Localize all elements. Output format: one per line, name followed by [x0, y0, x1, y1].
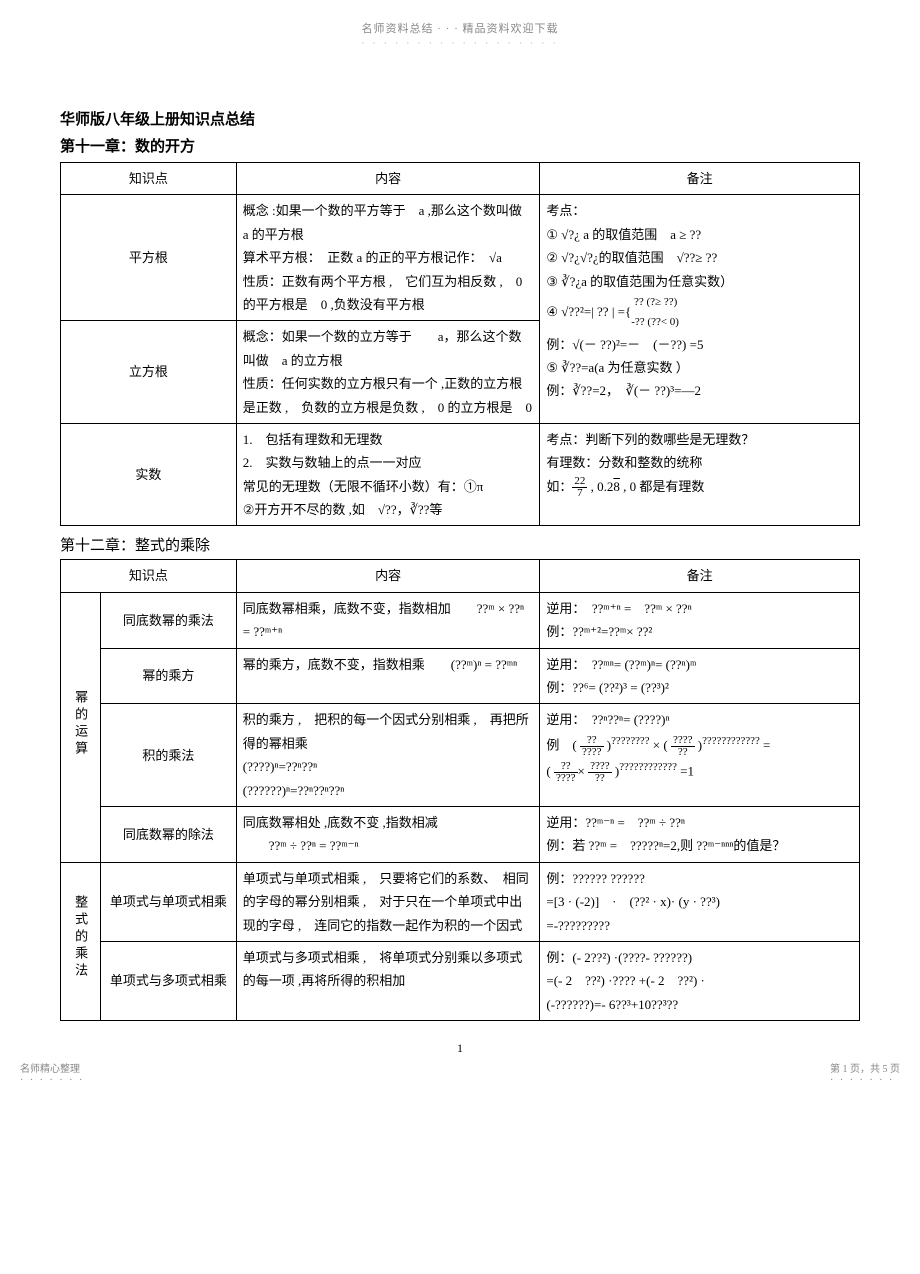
notes-cell: 逆用： ??ᵐ⁺ⁿ = ??ᵐ × ??ⁿ例：??ᵐ⁺²=??ᵐ× ??² [540, 592, 860, 648]
kp-samebase-mul: 同底数幂的乘法 [100, 592, 236, 648]
th-content: 内容 [236, 560, 540, 592]
notes-real: 考点：判断下列的数哪些是无理数？ 有理数：分数和整数的统称 如：227 , 0.… [540, 423, 860, 526]
kp-product-power: 积的乘法 [100, 704, 236, 807]
table-row: 整式的乘法 单项式与单项式相乘 单项式与单项式相乘 , 只要将它们的系数、 相同… [61, 862, 860, 941]
note-item: 例：√(－ ??)²=－ (－??) =5 [546, 337, 703, 352]
notes-cell: 例：(- 2??²) ·(????- ??????)=(- 2 ??²) ·??… [540, 941, 860, 1020]
notes-cell: 例：?????? ??????=[3 · (-2)] · (??² · x)· … [540, 862, 860, 941]
chapter11-title: 第十一章：数的开方 [60, 135, 860, 156]
notes-cell: 逆用： ??ⁿ??ⁿ= (????)ⁿ 例 ( ?????? )????????… [540, 704, 860, 807]
kp-sqroot: 平方根 [61, 195, 237, 321]
kp-mono-mono: 单项式与单项式相乘 [100, 862, 236, 941]
content-cell: 幂的乘方，底数不变，指数相乘 (??ᵐ)ⁿ = ??ᵐⁿ [236, 648, 540, 704]
content-cell: 积的乘方 , 把积的每一个因式分别相乘 , 再把所得的幂相乘(????)ⁿ=??… [236, 704, 540, 807]
table-row: 幂的运算 同底数幂的乘法 同底数幂相乘，底数不变，指数相加 ??ᵐ × ??ⁿ … [61, 592, 860, 648]
th-content: 内容 [236, 163, 540, 195]
kp-samebase-div: 同底数幂的除法 [100, 806, 236, 862]
table-row: 积的乘法 积的乘方 , 把积的每一个因式分别相乘 , 再把所得的幂相乘(????… [61, 704, 860, 807]
table-row: 同底数幂的除法 同底数幂相处 ,底数不变 ,指数相减 ??ᵐ ÷ ??ⁿ = ?… [61, 806, 860, 862]
kp-mono-poly: 单项式与多项式相乘 [100, 941, 236, 1020]
table-row: 实数 1. 包括有理数和无理数 2. 实数与数轴上的点一一对应 常见的无理数（无… [61, 423, 860, 526]
th-notes: 备注 [540, 163, 860, 195]
notes-roots: 考点： ① √?¿ a 的取值范围 a ≥ ?? ② √?¿√?¿的取值范围 √… [540, 195, 860, 424]
table-row: 幂的乘方 幂的乘方，底数不变，指数相乘 (??ᵐ)ⁿ = ??ᵐⁿ 逆用： ??… [61, 648, 860, 704]
table-chapter11: 知识点 内容 备注 平方根 概念 :如果一个数的平方等于 a ,那么这个数叫做 … [60, 162, 860, 526]
kp-cuberoot: 立方根 [61, 321, 237, 424]
cat-polymul: 整式的乘法 [61, 862, 101, 1020]
content-cell: 同底数幂相处 ,底数不变 ,指数相减 ??ᵐ ÷ ??ⁿ = ??ᵐ⁻ⁿ [236, 806, 540, 862]
page-container: 名师资料总结 · · · 精品资料欢迎下载 · · · · · · · · · … [0, 0, 920, 1096]
kp-power-power: 幂的乘方 [100, 648, 236, 704]
content-cell: 单项式与单项式相乘 , 只要将它们的系数、 相同的字母的幂分别相乘 , 对于只在… [236, 862, 540, 941]
footer-right: 第 1 页，共 5 页 · · · · · · · [830, 1060, 900, 1086]
notes-cell: 逆用： ??ᵐⁿ= (??ᵐ)ⁿ= (??ⁿ)ᵐ例：??⁶= (??²)³ = … [540, 648, 860, 704]
header-text: 名师资料总结 · · · 精品资料欢迎下载 [362, 23, 559, 35]
header-dots: · · · · · · · · · · · · · · · · · · [60, 38, 860, 48]
chapter12-title: 第十二章：整式的乘除 [60, 534, 860, 555]
content-real: 1. 包括有理数和无理数 2. 实数与数轴上的点一一对应 常见的无理数（无限不循… [236, 423, 540, 526]
page-number: 1 [60, 1041, 860, 1056]
table-header-row: 知识点 内容 备注 [61, 163, 860, 195]
content-sqroot: 概念 :如果一个数的平方等于 a ,那么这个数叫做 a 的平方根 算术平方根： … [236, 195, 540, 321]
table-row: 平方根 概念 :如果一个数的平方等于 a ,那么这个数叫做 a 的平方根 算术平… [61, 195, 860, 321]
th-kp: 知识点 [61, 163, 237, 195]
table-chapter12: 知识点 内容 备注 幂的运算 同底数幂的乘法 同底数幂相乘，底数不变，指数相加 … [60, 559, 860, 1021]
kp-real: 实数 [61, 423, 237, 526]
table-header-row: 知识点 内容 备注 [61, 560, 860, 592]
table-row: 单项式与多项式相乘 单项式与多项式相乘 , 将单项式分别乘以多项式的每一项 ,再… [61, 941, 860, 1020]
content-cuberoot: 概念：如果一个数的立方等于 a，那么这个数叫做 a 的立方根 性质：任何实数的立… [236, 321, 540, 424]
top-header: 名师资料总结 · · · 精品资料欢迎下载 · · · · · · · · · … [60, 20, 860, 48]
note-item: 例：∛??=2， ∛(－ ??)³=—2 [546, 383, 701, 398]
content-cell: 同底数幂相乘，底数不变，指数相加 ??ᵐ × ??ⁿ = ??ᵐ⁺ⁿ [236, 592, 540, 648]
notes-header: 考点： [546, 203, 585, 218]
note-item: ① √?¿ a 的取值范围 a ≥ ?? [546, 227, 701, 242]
content-cell: 单项式与多项式相乘 , 将单项式分别乘以多项式的每一项 ,再将所得的积相加 [236, 941, 540, 1020]
note-item: ③ ∛?¿a 的取值范围为任意实数） [546, 274, 733, 289]
th-notes: 备注 [540, 560, 860, 592]
main-title: 华师版八年级上册知识点总结 [60, 108, 860, 129]
cat-power: 幂的运算 [61, 592, 101, 862]
footer-left: 名师精心整理 · · · · · · · [20, 1060, 84, 1086]
notes-cell: 逆用：??ᵐ⁻ⁿ = ??ᵐ ÷ ??ⁿ例：若 ??ᵐ = ?????ⁿ=2,则… [540, 806, 860, 862]
note-item: ⑤ ∛??=a(a 为任意实数 ） [546, 360, 688, 375]
note-item: ② √?¿√?¿的取值范围 √??≥ ?? [546, 250, 717, 265]
th-kp: 知识点 [61, 560, 237, 592]
